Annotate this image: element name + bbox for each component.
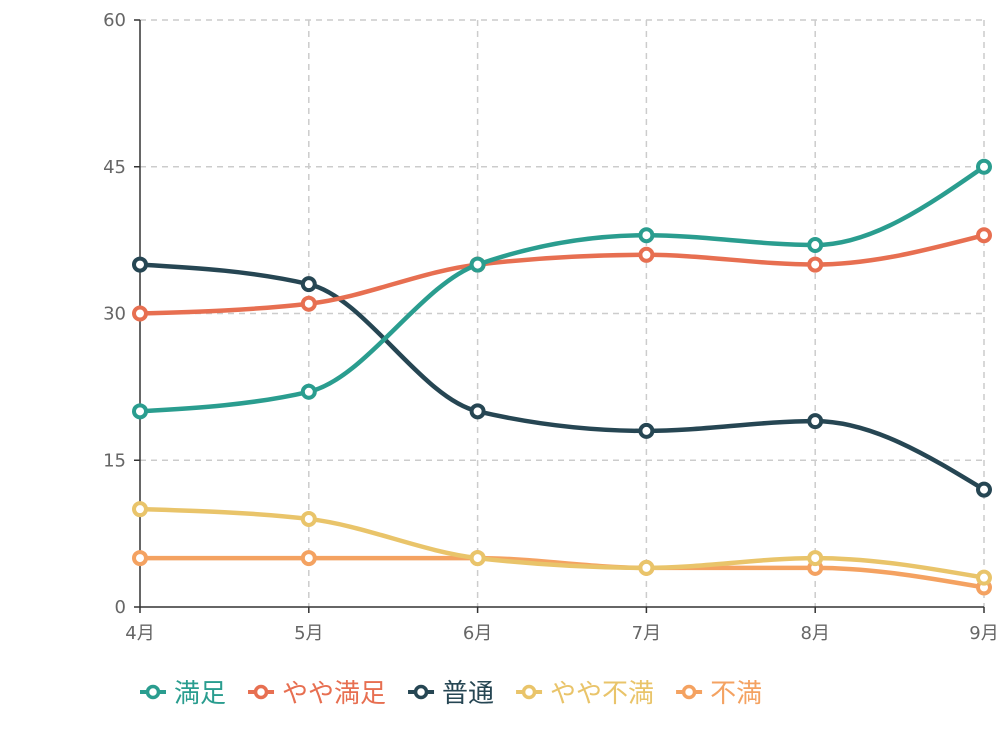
series-1 bbox=[132, 227, 992, 322]
data-point[interactable] bbox=[976, 158, 992, 175]
legend-label: やや不満 bbox=[550, 679, 654, 709]
x-tick-label: 9月 bbox=[969, 623, 998, 644]
data-point[interactable] bbox=[300, 550, 317, 567]
data-point[interactable] bbox=[132, 550, 148, 567]
x-tick-label: 7月 bbox=[632, 623, 661, 644]
data-point[interactable] bbox=[807, 237, 824, 254]
legend-item[interactable]: やや不満 bbox=[516, 679, 654, 709]
data-point[interactable] bbox=[469, 550, 486, 567]
legend-item[interactable]: 普通 bbox=[408, 679, 494, 709]
data-point[interactable] bbox=[300, 510, 317, 527]
series-line bbox=[137, 164, 987, 414]
data-point[interactable] bbox=[807, 256, 824, 273]
data-point[interactable] bbox=[300, 295, 317, 312]
legend-marker-icon bbox=[521, 684, 537, 700]
data-point[interactable] bbox=[976, 569, 992, 586]
axes: 0 15 30 45 60 4月 5月 6月 7月 8月 9月 bbox=[103, 10, 999, 644]
y-tick-label: 0 bbox=[115, 597, 126, 618]
legend-marker-icon bbox=[413, 684, 429, 700]
data-point[interactable] bbox=[638, 559, 655, 576]
series-line bbox=[137, 232, 987, 316]
data-point[interactable] bbox=[300, 276, 317, 293]
data-point[interactable] bbox=[638, 422, 655, 439]
x-tick-label: 4月 bbox=[125, 623, 154, 644]
x-tick-label: 8月 bbox=[800, 623, 829, 644]
legend-item[interactable]: やや満足 bbox=[248, 679, 386, 709]
legend-marker-icon bbox=[145, 684, 161, 700]
data-point[interactable] bbox=[132, 403, 148, 420]
y-tick-label: 60 bbox=[103, 10, 126, 31]
legend-label: 満足 bbox=[174, 679, 226, 709]
series-3 bbox=[132, 501, 992, 586]
data-point[interactable] bbox=[807, 413, 824, 430]
data-point[interactable] bbox=[132, 305, 148, 322]
series-2 bbox=[132, 256, 992, 498]
data-point[interactable] bbox=[976, 481, 992, 498]
data-point[interactable] bbox=[976, 227, 992, 244]
legend-label: 不満 bbox=[710, 679, 762, 709]
legend-label: やや満足 bbox=[282, 679, 386, 709]
series-line bbox=[137, 506, 987, 580]
data-point[interactable] bbox=[807, 550, 824, 567]
grid bbox=[140, 19, 985, 607]
data-point[interactable] bbox=[300, 383, 317, 400]
series-layer bbox=[132, 158, 992, 596]
data-point[interactable] bbox=[638, 246, 655, 263]
legend-item[interactable]: 不満 bbox=[676, 679, 762, 709]
x-tick-label: 6月 bbox=[463, 623, 492, 644]
data-point[interactable] bbox=[132, 256, 148, 273]
series-line bbox=[137, 555, 987, 590]
y-tick-label: 45 bbox=[103, 157, 126, 178]
y-tick-label: 15 bbox=[103, 450, 126, 471]
data-point[interactable] bbox=[638, 227, 655, 244]
data-point[interactable] bbox=[469, 403, 486, 420]
legend-marker-icon bbox=[253, 684, 269, 700]
data-point[interactable] bbox=[469, 256, 486, 273]
data-point[interactable] bbox=[132, 501, 148, 518]
legend[interactable]: 満足 やや満足 普通 やや不満 不満 bbox=[140, 679, 762, 709]
legend-item[interactable]: 満足 bbox=[140, 679, 226, 709]
legend-marker-icon bbox=[681, 684, 697, 700]
series-line bbox=[137, 262, 987, 492]
legend-label: 普通 bbox=[442, 679, 494, 709]
series-0 bbox=[132, 158, 992, 420]
x-tick-label: 5月 bbox=[294, 623, 323, 644]
y-tick-label: 30 bbox=[103, 304, 126, 325]
